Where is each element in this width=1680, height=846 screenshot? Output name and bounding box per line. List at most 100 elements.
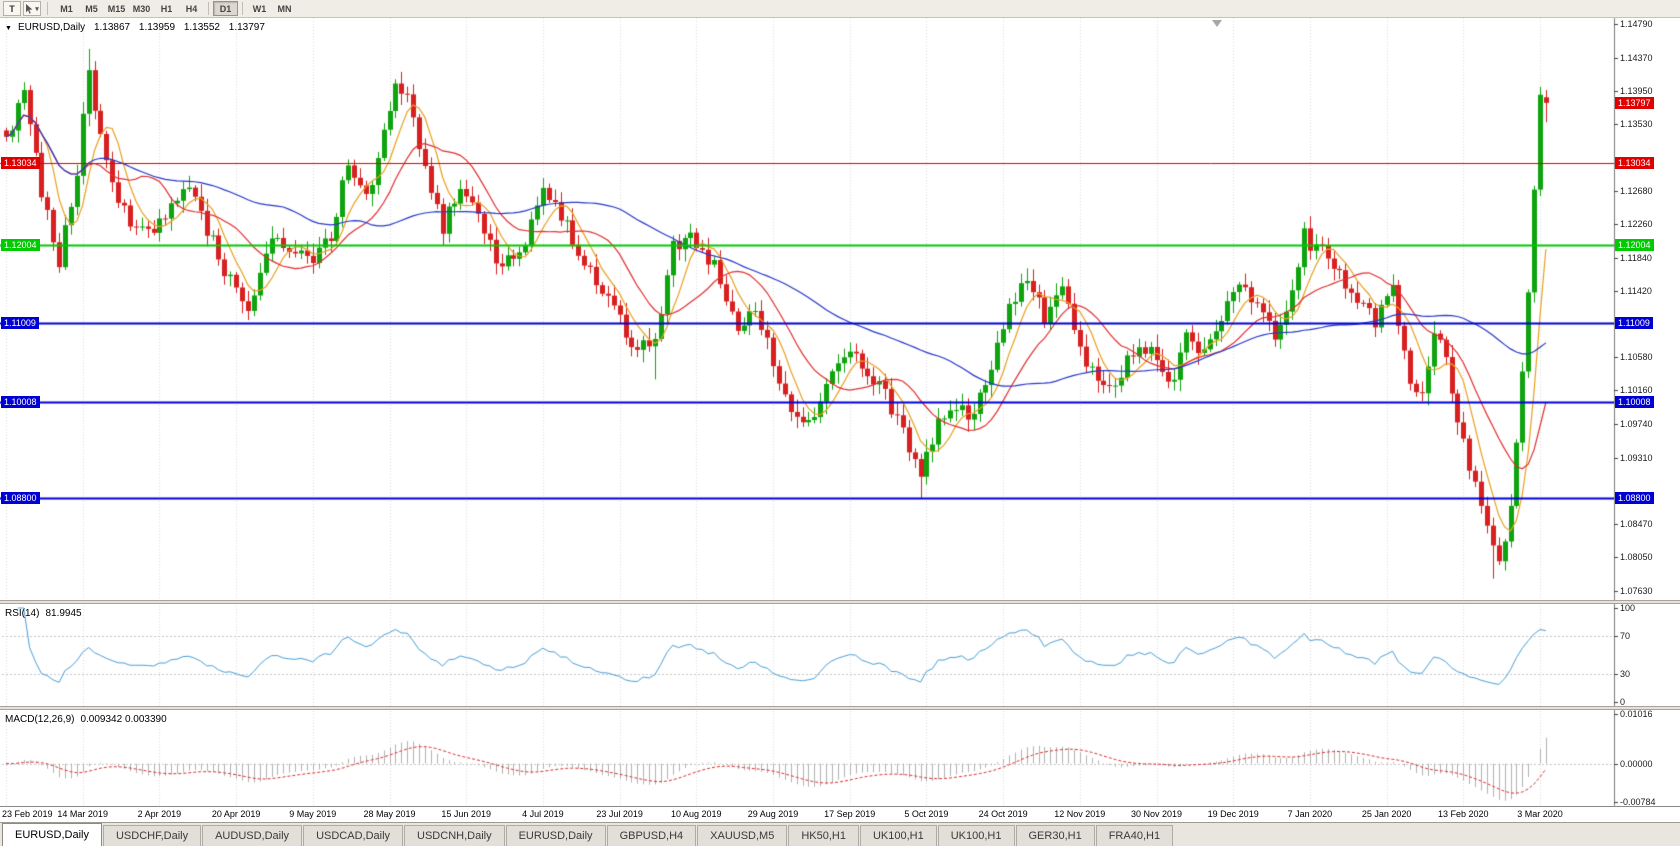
timeframe-button-m1[interactable]: M1 (54, 1, 79, 16)
rsi-header: RSI(14) 81.9945 (5, 608, 88, 619)
date-label: 3 Mar 2020 (1517, 809, 1563, 819)
line-price-label-left[interactable]: 1.13034 (1, 157, 40, 170)
tab-fra40-h1[interactable]: FRA40,H1 (1095, 825, 1174, 846)
timeframe-button-m30[interactable]: M30 (129, 1, 154, 16)
toolbar-separator (47, 2, 48, 15)
price-axis-tick: 1.09740 (1620, 418, 1653, 429)
price-axis-tick: 1.11420 (1620, 285, 1652, 296)
chart-header: ▼ EURUSD,Daily 1.13867 1.13959 1.13552 1.… (5, 22, 271, 33)
price-axis-tick: 1.12680 (1620, 186, 1653, 197)
date-label: 2 Apr 2019 (137, 809, 182, 819)
date-label: 28 May 2019 (363, 809, 416, 819)
tab-xauusd-m5[interactable]: XAUUSD,M5 (697, 825, 788, 846)
rsi-axis-tick: 70 (1620, 631, 1631, 642)
macd-header: MACD(12,26,9) 0.009342 0.003390 (5, 714, 173, 725)
date-label: 24 Oct 2019 (978, 809, 1028, 819)
timeframe-button-h1[interactable]: H1 (154, 1, 179, 16)
date-label: 30 Nov 2019 (1130, 809, 1183, 819)
rsi-axis-tick: 100 (1620, 603, 1636, 613)
date-label: 13 Feb 2020 (1438, 809, 1489, 819)
tab-eurusd-daily[interactable]: EURUSD,Daily (505, 825, 606, 846)
price-axis-tick: 1.14790 (1620, 19, 1653, 30)
tab-gbpusd-h4[interactable]: GBPUSD,H4 (606, 825, 697, 846)
timeframe-toolbar: M1 M5 M15 M30 H1 H4 D1 W1 MN (54, 1, 297, 16)
chevron-down-icon: ▾ (35, 5, 39, 13)
price-axis-tick: 1.08470 (1620, 519, 1653, 530)
rsi-panel-separator[interactable] (0, 600, 1680, 604)
timeframe-button-m15[interactable]: M15 (104, 1, 129, 16)
macd-values: 0.009342 0.003390 (80, 714, 167, 725)
tab-uk100-h1[interactable]: UK100,H1 (859, 825, 937, 846)
timeframe-button-m5[interactable]: M5 (79, 1, 104, 16)
line-price-label[interactable]: 1.08800 (1615, 491, 1654, 504)
line-price-label[interactable]: 1.11009 (1615, 317, 1653, 330)
price-axis-tick: 1.09310 (1620, 452, 1653, 463)
macd-label: MACD(12,26,9) (5, 714, 75, 725)
date-label: 29 Aug 2019 (747, 809, 799, 819)
timeframe-button-mn[interactable]: MN (272, 1, 297, 16)
tab-uk100-h1[interactable]: UK100,H1 (937, 825, 1015, 846)
price-axis-tick: 1.14370 (1620, 52, 1653, 63)
date-label: 10 Aug 2019 (671, 809, 722, 819)
tab-usdcnh-daily[interactable]: USDCNH,Daily (404, 825, 505, 846)
tab-hk50-h1[interactable]: HK50,H1 (788, 825, 859, 846)
price-axis-tick: 1.08050 (1620, 552, 1653, 563)
main-toolbar: T ▾ M1 M5 M15 M30 H1 H4 D1 W1 MN (0, 0, 1680, 18)
ohlc-low: 1.13552 (183, 22, 220, 33)
timeframe-button-d1[interactable]: D1 (213, 1, 238, 16)
cursor-icon (26, 3, 33, 14)
line-price-label[interactable]: 1.12004 (1615, 238, 1654, 251)
time-axis[interactable]: 23 Feb 2019 14 Mar 2019 2 Apr 2019 20 Apr 2… (0, 806, 1680, 822)
date-label: 4 Jul 2019 (522, 809, 564, 819)
rsi-label: RSI(14) (5, 608, 40, 619)
price-axis-tick: 1.11840 (1620, 252, 1652, 263)
rsi-value: 81.9945 (45, 608, 82, 619)
macd-panel-separator[interactable] (0, 706, 1680, 710)
date-label: 23 Jul 2019 (596, 809, 643, 819)
tab-usdchf-daily[interactable]: USDCHF,Daily (102, 825, 202, 846)
date-label: 14 Mar 2019 (57, 809, 108, 819)
line-price-label[interactable]: 1.13034 (1615, 157, 1654, 170)
price-axis-tick: 1.10160 (1620, 385, 1653, 396)
text-tool-button[interactable]: T (3, 1, 21, 16)
timeframe-button-h4[interactable]: H4 (179, 1, 204, 16)
macd-axis-tick: 0.00000 (1620, 758, 1653, 769)
tab-audusd-daily[interactable]: AUDUSD,Daily (202, 825, 303, 846)
price-axis-tick: 1.12260 (1620, 219, 1653, 230)
line-price-label-left[interactable]: 1.11009 (1, 317, 39, 330)
ohlc-high: 1.13959 (138, 22, 176, 33)
ohlc-open: 1.13867 (93, 22, 131, 33)
price-axis-tick: 1.07630 (1620, 585, 1653, 596)
line-price-label-left[interactable]: 1.12004 (1, 238, 40, 251)
line-price-label[interactable]: 1.10008 (1615, 396, 1654, 409)
toolbar-separator (242, 2, 243, 15)
tab-eurusd-daily[interactable]: EURUSD,Daily (2, 823, 102, 846)
chart-shift-marker[interactable] (1212, 20, 1222, 27)
tab-ger30-h1[interactable]: GER30,H1 (1015, 825, 1095, 846)
date-label: 25 Jan 2020 (1361, 809, 1412, 819)
price-axis-tick: 1.10580 (1620, 352, 1653, 363)
date-label: 9 May 2019 (289, 809, 337, 819)
line-price-label-left[interactable]: 1.10008 (1, 396, 40, 409)
cursor-tool-button[interactable]: ▾ (23, 1, 41, 16)
date-label: 23 Feb 2019 (2, 809, 53, 819)
macd-axis-tick: -0.00784 (1620, 797, 1656, 807)
date-label: 17 Sep 2019 (824, 809, 876, 819)
symbol-marker-icon: ▼ (5, 25, 12, 32)
date-label: 15 Jun 2019 (441, 809, 491, 819)
date-label: 12 Nov 2019 (1054, 809, 1106, 819)
price-axis-tick: 1.13530 (1620, 118, 1653, 129)
chart-symbol-label: EURUSD,Daily (17, 22, 86, 33)
chart-tab-bar: EURUSD,Daily USDCHF,Daily AUDUSD,Daily USDC… (0, 822, 1680, 846)
toolbar-separator (208, 2, 209, 15)
price-axis-tick: 1.13950 (1620, 85, 1653, 96)
tab-usdcad-daily[interactable]: USDCAD,Daily (303, 825, 404, 846)
date-label: 20 Apr 2019 (211, 809, 261, 819)
rsi-axis-tick: 30 (1620, 668, 1631, 679)
timeframe-button-w1[interactable]: W1 (247, 1, 272, 16)
line-price-label-left[interactable]: 1.08800 (1, 491, 40, 504)
ohlc-close: 1.13797 (228, 22, 265, 33)
date-label: 7 Jan 2020 (1287, 809, 1333, 819)
